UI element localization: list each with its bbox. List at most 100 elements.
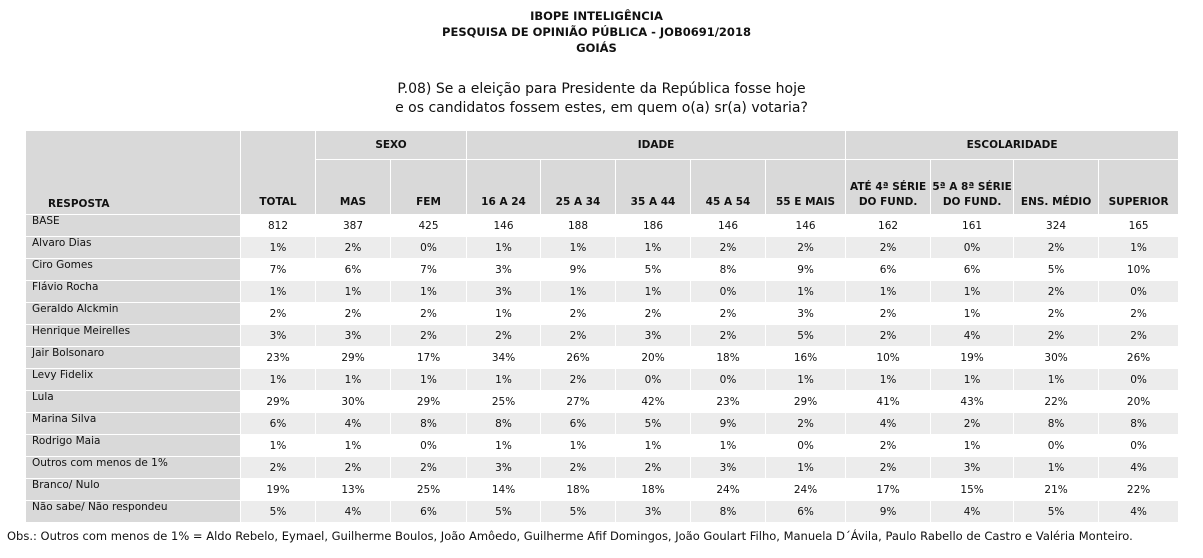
cell: 17% bbox=[845, 478, 932, 501]
cell: 2% bbox=[845, 302, 932, 325]
cell: 1% bbox=[540, 434, 617, 457]
cell: 0% bbox=[1098, 280, 1180, 303]
cell: 2% bbox=[1098, 302, 1180, 325]
data-row: Geraldo Alckmin 2% 2% 2% 1% 2% 2% 2% 3% 2% 1% 2% 2% bbox=[25, 302, 1180, 325]
group-header: ESCOLARIDADE bbox=[845, 130, 1180, 160]
cell: 13% bbox=[315, 478, 391, 501]
cell: 5% bbox=[540, 500, 617, 523]
cell: 387 bbox=[315, 214, 391, 237]
cell: 3% bbox=[240, 324, 316, 347]
cell: 7% bbox=[389, 258, 468, 281]
cell: 2% bbox=[540, 302, 617, 325]
cell: 0% bbox=[389, 236, 468, 259]
cell: 26% bbox=[540, 346, 617, 369]
cell: 1% bbox=[389, 280, 468, 303]
cell: 22% bbox=[1013, 390, 1100, 413]
row-label: Jair Bolsonaro bbox=[25, 346, 241, 369]
cell: 42% bbox=[615, 390, 692, 413]
cell: 324 bbox=[1013, 214, 1100, 237]
cell: 41% bbox=[845, 390, 932, 413]
cell: 30% bbox=[315, 390, 391, 413]
cell: 812 bbox=[240, 214, 316, 237]
row-label: Branco/ Nulo bbox=[25, 478, 241, 501]
cell: 2% bbox=[765, 412, 847, 435]
cell: 2% bbox=[1098, 324, 1180, 347]
cell: 1% bbox=[240, 434, 316, 457]
cell: 6% bbox=[765, 500, 847, 523]
cell: 2% bbox=[540, 456, 617, 479]
column-header-row: MAS FEM 16 A 24 25 A 34 35 A 44 45 A 54 55 E M… bbox=[26, 159, 1180, 215]
cell: 4% bbox=[315, 500, 391, 523]
cell: 4% bbox=[930, 324, 1015, 347]
column-header-line: 55 E MAIS bbox=[775, 196, 836, 208]
row-label: Geraldo Alckmin bbox=[25, 302, 241, 325]
cell: 3% bbox=[765, 302, 847, 325]
data-row: Henrique Meirelles 3% 3% 2% 2% 2% 3% 2% 5% 2% 4% 2%… bbox=[25, 324, 1180, 347]
column-header: 45 A 54 bbox=[690, 159, 767, 215]
cell: 0% bbox=[765, 434, 847, 457]
header-line: GOIÁS bbox=[576, 41, 617, 55]
cell: 2% bbox=[690, 302, 767, 325]
cell: 0% bbox=[1098, 368, 1180, 391]
cell: 1% bbox=[540, 280, 617, 303]
cell: 2% bbox=[315, 236, 391, 259]
cell: 2% bbox=[315, 456, 391, 479]
row-label: Lula bbox=[25, 390, 241, 413]
cell: 2% bbox=[615, 302, 692, 325]
cell: 1% bbox=[389, 368, 468, 391]
column-header: 16 A 24 bbox=[466, 159, 542, 215]
cell: 6% bbox=[540, 412, 617, 435]
row-label: Rodrigo Maia bbox=[25, 434, 241, 457]
cell: 0% bbox=[690, 280, 767, 303]
cell: 1% bbox=[240, 236, 316, 259]
cell: 1% bbox=[615, 280, 692, 303]
cell: 3% bbox=[466, 280, 542, 303]
data-row: Não sabe/ Não respondeu 5% 4% 6% 5% 5% 3% 8% 6% 9… bbox=[25, 500, 1180, 523]
group-header-row: RESPOSTA TOTAL SEXO IDADE ESCOLARIDADE bbox=[25, 130, 1180, 215]
cell: 9% bbox=[765, 258, 847, 281]
cell: 1% bbox=[466, 368, 542, 391]
row-label: Marina Silva bbox=[25, 412, 241, 435]
cell: 3% bbox=[690, 456, 767, 479]
cell: 8% bbox=[690, 258, 767, 281]
cell: 1% bbox=[466, 302, 542, 325]
cell: 8% bbox=[466, 412, 542, 435]
cell: 43% bbox=[930, 390, 1015, 413]
footnote: Obs.: Outros com menos de 1% = Aldo Rebe… bbox=[7, 529, 1133, 543]
results-table: RESPOSTA TOTAL SEXO IDADE ESCOLARIDADE MAS FEM… bbox=[25, 130, 1180, 523]
cell: 6% bbox=[389, 500, 468, 523]
cell: 1% bbox=[1098, 236, 1180, 259]
cell: 4% bbox=[845, 412, 932, 435]
column-header: FEM bbox=[389, 159, 468, 215]
cell: 4% bbox=[930, 500, 1015, 523]
cell: 1% bbox=[765, 280, 847, 303]
cell: 2% bbox=[845, 456, 932, 479]
cell: 0% bbox=[615, 368, 692, 391]
row-label: Alvaro Dias bbox=[25, 236, 241, 259]
cell: 8% bbox=[389, 412, 468, 435]
cell: 29% bbox=[765, 390, 847, 413]
column-header: 35 A 44 bbox=[615, 159, 692, 215]
cell: 34% bbox=[466, 346, 542, 369]
cell: 20% bbox=[615, 346, 692, 369]
cell: 25% bbox=[466, 390, 542, 413]
cell: 1% bbox=[1013, 368, 1100, 391]
question-line: P.08) Se a eleição para Presidente da Re… bbox=[397, 81, 806, 97]
cell: 3% bbox=[466, 258, 542, 281]
cell: 8% bbox=[1013, 412, 1100, 435]
cell: 188 bbox=[540, 214, 617, 237]
cell: 6% bbox=[315, 258, 391, 281]
cell: 1% bbox=[930, 368, 1015, 391]
cell: 29% bbox=[315, 346, 391, 369]
data-row: Outros com menos de 1% 2% 2% 2% 3% 2% 2% 3% 1% 2%… bbox=[25, 456, 1180, 479]
cell: 146 bbox=[765, 214, 847, 237]
cell: 10% bbox=[1098, 258, 1180, 281]
row-label: Ciro Gomes bbox=[25, 258, 241, 281]
cell: 29% bbox=[240, 390, 316, 413]
header-line: PESQUISA DE OPINIÃO PÚBLICA - JOB0691/20… bbox=[442, 25, 751, 39]
cell: 2% bbox=[540, 368, 617, 391]
cell: 22% bbox=[1098, 478, 1180, 501]
cell: 29% bbox=[389, 390, 468, 413]
cell: 27% bbox=[540, 390, 617, 413]
